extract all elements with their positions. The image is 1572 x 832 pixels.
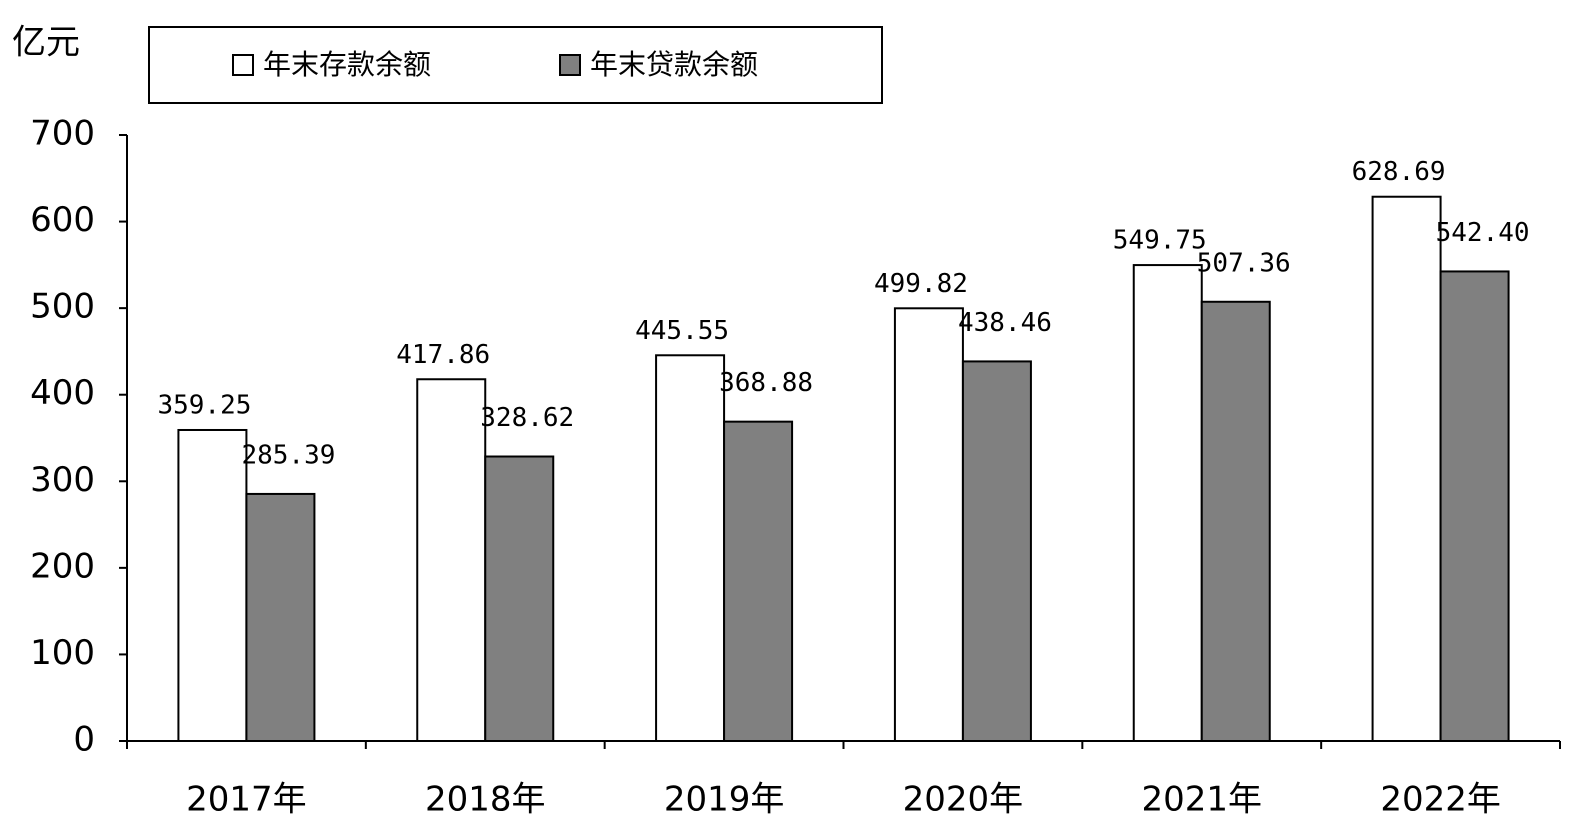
bar bbox=[416, 378, 487, 742]
data-label: 549.75 bbox=[1113, 226, 1207, 256]
data-label: 417.86 bbox=[396, 340, 490, 370]
y-tick-label: 500 bbox=[30, 287, 95, 327]
bar bbox=[1371, 195, 1442, 743]
bar bbox=[961, 360, 1032, 742]
bar bbox=[1439, 270, 1510, 742]
y-tick-label: 400 bbox=[30, 373, 95, 413]
bar bbox=[245, 492, 316, 742]
y-tick-label: 0 bbox=[73, 720, 95, 760]
y-tick-label: 200 bbox=[30, 546, 95, 586]
legend-swatch bbox=[232, 54, 254, 76]
x-tick-label: 2019年 bbox=[664, 780, 785, 820]
data-label: 368.88 bbox=[719, 368, 813, 398]
legend-label: 年末存款余额 bbox=[263, 48, 431, 81]
legend-label: 年末贷款余额 bbox=[590, 48, 758, 81]
data-label: 628.69 bbox=[1352, 157, 1446, 187]
data-label: 328.62 bbox=[480, 403, 574, 433]
legend bbox=[148, 26, 883, 104]
bar bbox=[723, 420, 794, 742]
x-tick-label: 2022年 bbox=[1380, 780, 1501, 820]
y-tick-label: 300 bbox=[30, 460, 95, 500]
bar bbox=[1200, 300, 1271, 742]
y-tick-label: 700 bbox=[30, 114, 95, 154]
y-tick-label: 100 bbox=[30, 633, 95, 673]
y-tick-label: 600 bbox=[30, 200, 95, 240]
bar bbox=[655, 354, 726, 742]
bar bbox=[177, 428, 248, 742]
x-tick-label: 2018年 bbox=[425, 780, 546, 820]
data-label: 542.40 bbox=[1436, 218, 1530, 248]
legend-swatch bbox=[559, 54, 581, 76]
data-label: 285.39 bbox=[241, 440, 335, 470]
bar bbox=[1132, 264, 1203, 742]
x-tick-label: 2021年 bbox=[1141, 780, 1262, 820]
x-tick-label: 2020年 bbox=[903, 780, 1024, 820]
data-label: 499.82 bbox=[874, 269, 968, 299]
bar bbox=[484, 455, 555, 742]
x-tick-label: 2017年 bbox=[186, 780, 307, 820]
y-axis-label: 亿元 bbox=[12, 23, 80, 63]
data-label: 438.46 bbox=[958, 308, 1052, 338]
bar bbox=[893, 307, 964, 742]
data-label: 359.25 bbox=[157, 390, 251, 420]
data-label: 507.36 bbox=[1197, 248, 1291, 278]
data-label: 445.55 bbox=[635, 316, 729, 346]
